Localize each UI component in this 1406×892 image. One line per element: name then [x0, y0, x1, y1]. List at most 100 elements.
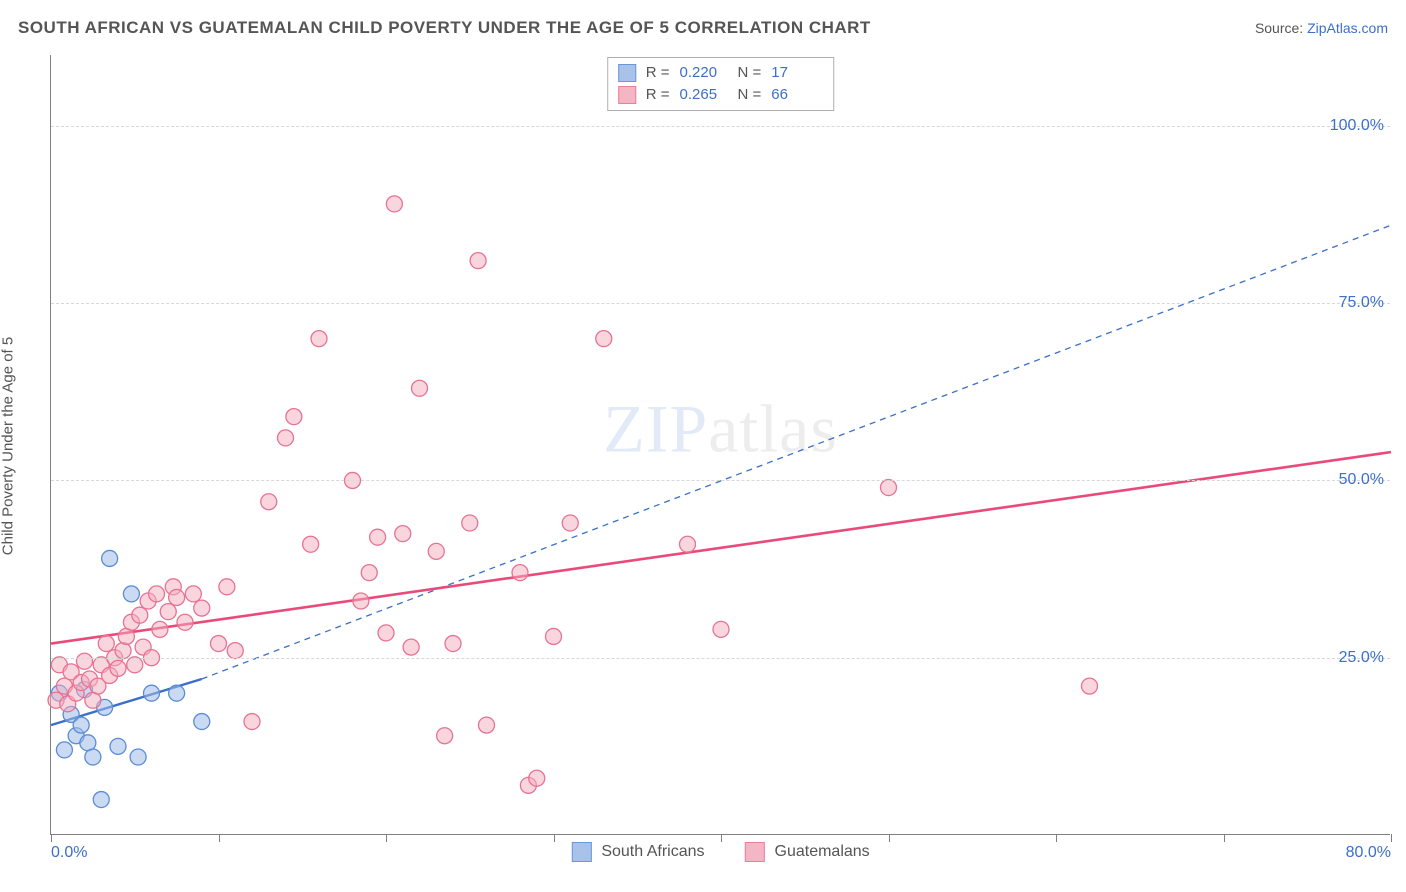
data-point-guatemalans [194, 600, 210, 616]
n-label: N = [738, 84, 762, 106]
chart-svg [51, 55, 1390, 834]
data-point-guatemalans [445, 636, 461, 652]
data-point-guatemalans [98, 636, 114, 652]
data-point-guatemalans [881, 480, 897, 496]
data-point-guatemalans [115, 643, 131, 659]
swatch-icon [571, 842, 591, 862]
legend-label: Guatemalans [775, 843, 870, 861]
stats-legend: R = 0.220 N = 17 R = 0.265 N = 66 [607, 57, 835, 111]
data-point-guatemalans [127, 657, 143, 673]
gridline [51, 303, 1390, 304]
data-point-guatemalans [219, 579, 235, 595]
data-point-guatemalans [211, 636, 227, 652]
series-legend: South Africans Guatemalans [571, 842, 869, 862]
data-point-guatemalans [412, 380, 428, 396]
x-tick [1391, 834, 1392, 842]
y-tick-label: 75.0% [1339, 294, 1384, 312]
data-point-south_africans [93, 792, 109, 808]
r-label: R = [646, 84, 670, 106]
data-point-guatemalans [395, 526, 411, 542]
source-credit: Source: ZipAtlas.com [1255, 20, 1388, 36]
data-point-guatemalans [110, 660, 126, 676]
r-value: 0.220 [680, 62, 728, 84]
x-tick [51, 834, 52, 842]
data-point-guatemalans [244, 714, 260, 730]
stat-row-south_africans: R = 0.220 N = 17 [618, 62, 820, 84]
trend-line-ext-south_africans [202, 225, 1391, 679]
data-point-guatemalans [462, 515, 478, 531]
data-point-south_africans [169, 685, 185, 701]
data-point-guatemalans [261, 494, 277, 510]
x-tick [1056, 834, 1057, 842]
swatch-icon [618, 86, 636, 104]
gridline [51, 126, 1390, 127]
r-label: R = [646, 62, 670, 84]
x-tick [889, 834, 890, 842]
data-point-guatemalans [437, 728, 453, 744]
legend-item-south_africans: South Africans [571, 842, 704, 862]
data-point-south_africans [85, 749, 101, 765]
x-tick-label: 80.0% [1346, 844, 1391, 862]
data-point-guatemalans [470, 253, 486, 269]
x-tick [554, 834, 555, 842]
data-point-guatemalans [596, 331, 612, 347]
data-point-guatemalans [152, 621, 168, 637]
data-point-guatemalans [529, 770, 545, 786]
data-point-south_africans [194, 714, 210, 730]
data-point-guatemalans [278, 430, 294, 446]
swatch-icon [618, 64, 636, 82]
data-point-south_africans [73, 717, 89, 733]
data-point-south_africans [102, 550, 118, 566]
data-point-guatemalans [479, 717, 495, 733]
chart-title: SOUTH AFRICAN VS GUATEMALAN CHILD POVERT… [18, 18, 871, 38]
data-point-guatemalans [403, 639, 419, 655]
data-point-guatemalans [370, 529, 386, 545]
data-point-guatemalans [353, 593, 369, 609]
data-point-guatemalans [1082, 678, 1098, 694]
legend-item-guatemalans: Guatemalans [745, 842, 870, 862]
swatch-icon [745, 842, 765, 862]
y-tick-label: 100.0% [1330, 117, 1384, 135]
y-tick-label: 50.0% [1339, 471, 1384, 489]
x-tick [1224, 834, 1225, 842]
data-point-guatemalans [713, 621, 729, 637]
data-point-guatemalans [386, 196, 402, 212]
y-tick-label: 25.0% [1339, 649, 1384, 667]
n-label: N = [738, 62, 762, 84]
data-point-guatemalans [169, 589, 185, 605]
data-point-guatemalans [512, 565, 528, 581]
data-point-guatemalans [77, 653, 93, 669]
data-point-guatemalans [311, 331, 327, 347]
data-point-guatemalans [177, 614, 193, 630]
plot-area: ZIPatlas R =0.220N =17R =0.265N =66 Sout… [50, 55, 1390, 835]
n-value: 66 [771, 84, 819, 106]
data-point-guatemalans [378, 625, 394, 641]
data-point-guatemalans [546, 628, 562, 644]
legend-label: South Africans [601, 843, 704, 861]
source-prefix: Source: [1255, 20, 1307, 36]
x-tick [386, 834, 387, 842]
data-point-guatemalans [185, 586, 201, 602]
data-point-guatemalans [227, 643, 243, 659]
y-axis-label: Child Poverty Under the Age of 5 [0, 337, 17, 555]
gridline [51, 658, 1390, 659]
data-point-guatemalans [132, 607, 148, 623]
data-point-south_africans [123, 586, 139, 602]
x-tick [721, 834, 722, 842]
data-point-guatemalans [361, 565, 377, 581]
n-value: 17 [771, 62, 819, 84]
x-tick-label: 0.0% [51, 844, 87, 862]
data-point-south_africans [144, 685, 160, 701]
data-point-guatemalans [680, 536, 696, 552]
data-point-south_africans [130, 749, 146, 765]
r-value: 0.265 [680, 84, 728, 106]
gridline [51, 480, 1390, 481]
data-point-guatemalans [562, 515, 578, 531]
source-link[interactable]: ZipAtlas.com [1307, 20, 1388, 36]
data-point-south_africans [110, 738, 126, 754]
stat-row-guatemalans: R = 0.265 N = 66 [618, 84, 820, 106]
data-point-guatemalans [428, 543, 444, 559]
data-point-guatemalans [286, 409, 302, 425]
data-point-guatemalans [303, 536, 319, 552]
data-point-south_africans [56, 742, 72, 758]
